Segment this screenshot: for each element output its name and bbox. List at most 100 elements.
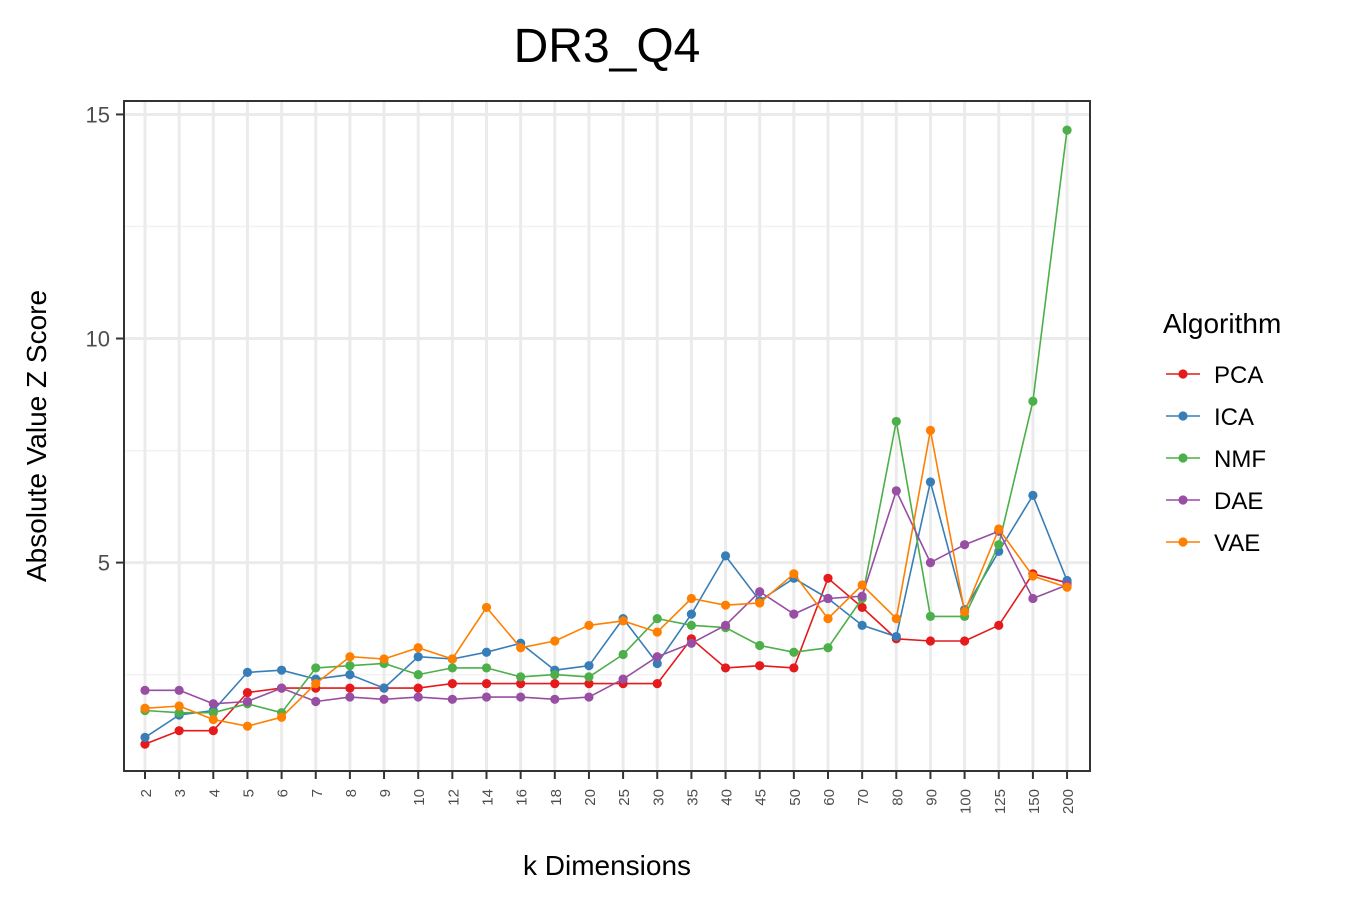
data-point-dae bbox=[925, 558, 936, 568]
data-point-nmf bbox=[550, 670, 560, 680]
data-point-pca bbox=[857, 602, 867, 613]
legend-key-point bbox=[1178, 453, 1188, 463]
data-point-dae bbox=[960, 540, 970, 550]
legend-item-dae: DAE bbox=[1166, 488, 1263, 515]
data-point-vae bbox=[1062, 582, 1072, 592]
data-point-dae bbox=[891, 486, 901, 496]
data-point-pca bbox=[550, 679, 560, 689]
data-point-dae bbox=[652, 652, 662, 662]
series-line-nmf bbox=[144, 130, 1068, 714]
legend-item-vae: VAE bbox=[1166, 530, 1260, 557]
data-point-vae bbox=[823, 614, 833, 624]
data-point-vae bbox=[413, 643, 423, 653]
data-point-ica bbox=[925, 477, 936, 487]
data-point-vae bbox=[686, 593, 697, 604]
data-point-vae bbox=[789, 569, 799, 579]
x-tick-label: 90 bbox=[923, 789, 940, 806]
data-point-vae bbox=[242, 721, 253, 731]
chart-title: DR3_Q4 bbox=[514, 20, 701, 73]
x-tick-label: 60 bbox=[821, 789, 838, 806]
x-tick-label: 7 bbox=[309, 789, 326, 797]
data-point-nmf bbox=[447, 663, 457, 673]
legend-item-pca: PCA bbox=[1166, 362, 1263, 389]
series-lines bbox=[140, 125, 1072, 749]
data-point-nmf bbox=[481, 663, 492, 673]
x-tick-label: 2 bbox=[138, 789, 155, 797]
data-point-vae bbox=[925, 425, 936, 435]
x-tick-label: 80 bbox=[889, 789, 906, 806]
data-point-vae bbox=[345, 652, 355, 662]
x-tick-label: 35 bbox=[684, 789, 701, 806]
data-point-dae bbox=[857, 591, 867, 601]
x-tick-label: 14 bbox=[480, 789, 497, 806]
legend-label: NMF bbox=[1214, 446, 1266, 473]
data-point-pca bbox=[925, 636, 936, 646]
data-point-dae bbox=[584, 692, 594, 702]
data-point-nmf bbox=[208, 708, 218, 718]
data-point-dae bbox=[379, 694, 389, 704]
x-tick-label: 10 bbox=[411, 789, 428, 806]
data-point-nmf bbox=[345, 661, 355, 671]
data-point-pca bbox=[652, 679, 662, 689]
data-point-nmf bbox=[994, 540, 1004, 550]
data-point-pca bbox=[720, 663, 731, 673]
data-point-vae bbox=[891, 614, 901, 624]
data-point-nmf bbox=[584, 672, 594, 682]
data-point-dae bbox=[174, 685, 184, 695]
legend-key-point bbox=[1178, 411, 1188, 421]
x-tick-label: 18 bbox=[548, 789, 565, 806]
data-point-vae bbox=[584, 620, 594, 630]
legend-item-nmf: NMF bbox=[1166, 446, 1266, 473]
series-line-vae bbox=[144, 429, 1068, 728]
data-point-vae bbox=[516, 643, 526, 653]
data-point-vae bbox=[140, 703, 150, 713]
data-point-vae bbox=[994, 524, 1004, 534]
x-tick-label: 3 bbox=[172, 789, 189, 797]
data-point-pca bbox=[755, 661, 765, 671]
data-point-ica bbox=[857, 620, 867, 630]
legend-label: PCA bbox=[1214, 362, 1263, 389]
y-tick-label: 5 bbox=[98, 551, 110, 576]
data-point-ica bbox=[891, 631, 901, 642]
data-point-dae bbox=[1028, 593, 1038, 604]
data-point-ica bbox=[379, 683, 389, 693]
data-point-dae bbox=[618, 674, 628, 684]
data-point-pca bbox=[994, 620, 1004, 630]
x-tick-label: 16 bbox=[514, 789, 531, 806]
data-point-vae bbox=[379, 654, 389, 664]
data-point-vae bbox=[720, 600, 731, 610]
x-tick-label: 12 bbox=[445, 789, 462, 806]
data-point-ica bbox=[242, 667, 253, 678]
data-point-ica bbox=[584, 661, 594, 671]
data-point-pca bbox=[789, 663, 799, 673]
series-pca bbox=[140, 569, 1072, 749]
data-point-vae bbox=[857, 580, 867, 590]
plot-panel-border bbox=[123, 100, 1091, 772]
x-tick-label: 200 bbox=[1060, 789, 1077, 814]
data-point-pca bbox=[174, 726, 184, 736]
x-tick-label: 20 bbox=[582, 789, 599, 806]
data-point-nmf bbox=[413, 670, 423, 680]
x-tick-label: 6 bbox=[275, 789, 292, 797]
legend-item-ica: ICA bbox=[1166, 404, 1254, 431]
x-tick-label: 150 bbox=[1026, 789, 1043, 814]
data-point-dae bbox=[140, 685, 150, 695]
legend-label: DAE bbox=[1214, 488, 1263, 515]
data-point-dae bbox=[242, 696, 253, 707]
data-point-ica bbox=[1028, 490, 1038, 500]
data-point-vae bbox=[755, 598, 765, 608]
data-point-vae bbox=[550, 636, 560, 646]
data-point-nmf bbox=[311, 663, 321, 673]
legend-title: Algorithm bbox=[1163, 308, 1281, 339]
data-point-vae bbox=[174, 701, 184, 711]
x-tick-label: 8 bbox=[343, 789, 360, 797]
data-point-pca bbox=[447, 679, 457, 689]
data-point-dae bbox=[413, 692, 423, 702]
data-point-dae bbox=[550, 694, 560, 704]
data-point-dae bbox=[481, 692, 492, 702]
x-tick-label: 30 bbox=[650, 789, 667, 806]
data-point-nmf bbox=[618, 649, 628, 660]
data-point-dae bbox=[277, 683, 287, 693]
data-point-nmf bbox=[652, 614, 662, 624]
